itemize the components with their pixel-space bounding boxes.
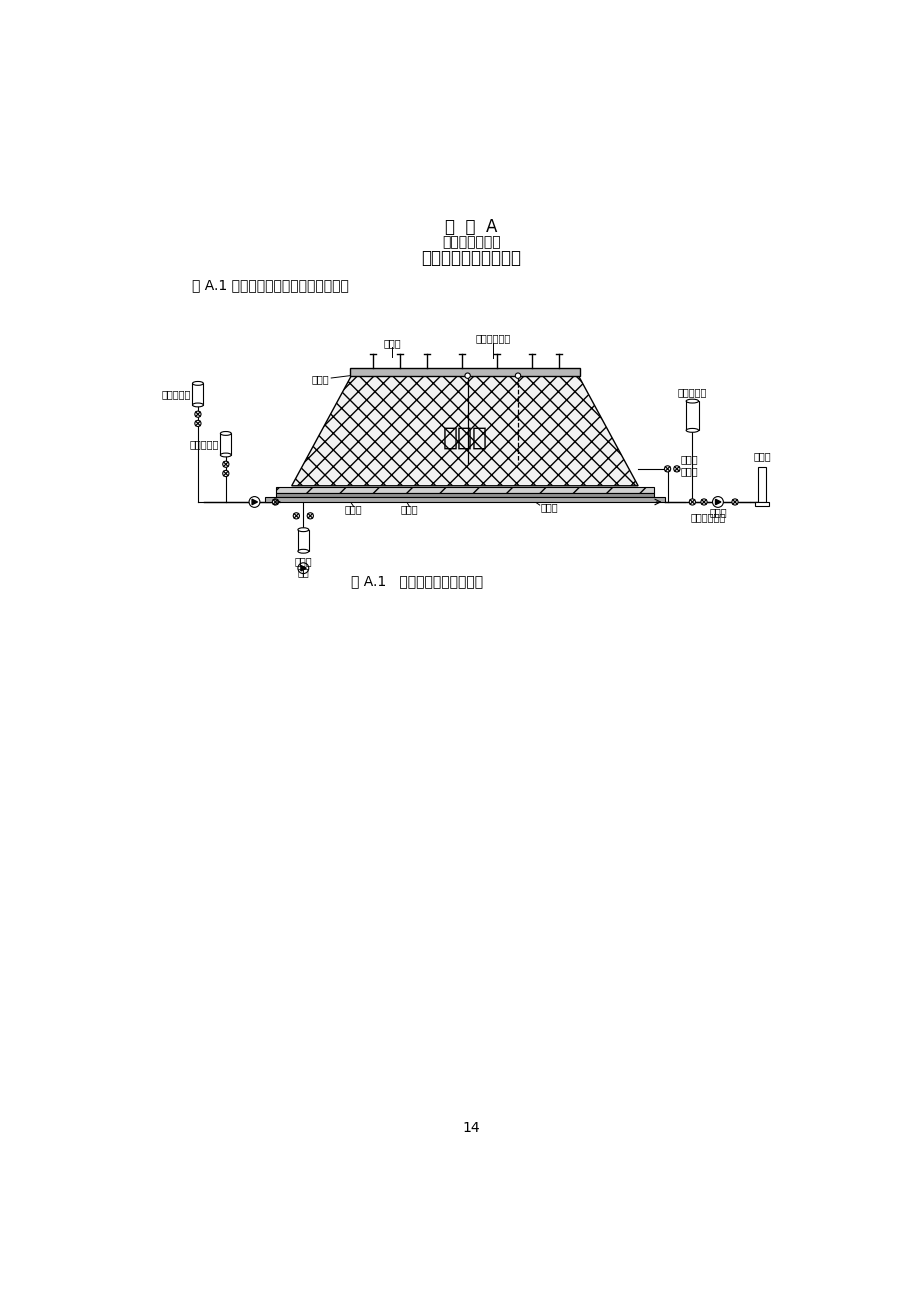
Circle shape xyxy=(688,499,695,505)
Polygon shape xyxy=(301,565,306,570)
Text: 防渗层: 防渗层 xyxy=(401,505,418,514)
Text: 覆盖膜: 覆盖膜 xyxy=(311,375,329,384)
Bar xyxy=(192,383,203,405)
Circle shape xyxy=(711,496,722,508)
Circle shape xyxy=(222,461,229,467)
Bar xyxy=(298,530,309,551)
Text: 废气处理装置: 废气处理装置 xyxy=(689,513,725,522)
Polygon shape xyxy=(276,487,652,492)
Ellipse shape xyxy=(221,453,231,457)
Polygon shape xyxy=(349,368,579,376)
Circle shape xyxy=(249,496,260,508)
Circle shape xyxy=(195,411,201,417)
Polygon shape xyxy=(265,497,664,503)
Circle shape xyxy=(515,372,520,379)
Text: 土壤气
采样口: 土壤气 采样口 xyxy=(680,454,698,475)
Text: 碎石层: 碎石层 xyxy=(345,505,362,514)
Text: （资料性附录）: （资料性附录） xyxy=(442,236,500,250)
Ellipse shape xyxy=(298,549,309,553)
Circle shape xyxy=(464,372,470,379)
Bar xyxy=(686,401,698,431)
Circle shape xyxy=(298,562,309,574)
Text: 生物堆堆体系统示意图: 生物堆堆体系统示意图 xyxy=(421,249,521,267)
Circle shape xyxy=(293,513,299,519)
Ellipse shape xyxy=(192,404,203,406)
Text: 排气筒: 排气筒 xyxy=(753,452,770,461)
Text: 渗滤液
储罐: 渗滤液 储罐 xyxy=(294,556,312,578)
Text: 图 A.1 给出了生物堆堆体系统示意图。: 图 A.1 给出了生物堆堆体系统示意图。 xyxy=(192,279,349,293)
Circle shape xyxy=(700,499,707,505)
Polygon shape xyxy=(715,499,720,505)
Text: 进气口: 进气口 xyxy=(383,339,401,349)
Ellipse shape xyxy=(686,428,698,432)
Bar xyxy=(221,434,231,454)
Ellipse shape xyxy=(298,527,309,531)
Text: 附  录  A: 附 录 A xyxy=(445,217,497,236)
Ellipse shape xyxy=(686,400,698,404)
Circle shape xyxy=(195,421,201,427)
Bar xyxy=(754,503,768,505)
Bar xyxy=(757,467,766,503)
Text: 汽水分离罐: 汽水分离罐 xyxy=(677,387,707,397)
Text: 图 A.1   生物堆堆体系统示意图: 图 A.1 生物堆堆体系统示意图 xyxy=(351,574,482,589)
Circle shape xyxy=(732,499,737,505)
Text: 14: 14 xyxy=(462,1121,480,1135)
Text: 土壤气监测点: 土壤气监测点 xyxy=(475,333,510,342)
Ellipse shape xyxy=(221,431,231,435)
Circle shape xyxy=(272,499,278,505)
Text: 抽气泵: 抽气泵 xyxy=(709,506,726,517)
Circle shape xyxy=(664,466,670,471)
Circle shape xyxy=(222,470,229,477)
Polygon shape xyxy=(252,499,257,505)
Circle shape xyxy=(673,466,679,471)
Polygon shape xyxy=(276,492,652,497)
Polygon shape xyxy=(291,376,638,486)
Ellipse shape xyxy=(192,381,203,385)
Text: 土工布: 土工布 xyxy=(539,503,557,513)
Text: 污染土: 污染土 xyxy=(442,426,487,449)
Text: 自来水储罐: 自来水储罐 xyxy=(189,439,219,449)
Text: 营养液储罐: 营养液储罐 xyxy=(162,389,191,400)
Circle shape xyxy=(307,513,313,519)
